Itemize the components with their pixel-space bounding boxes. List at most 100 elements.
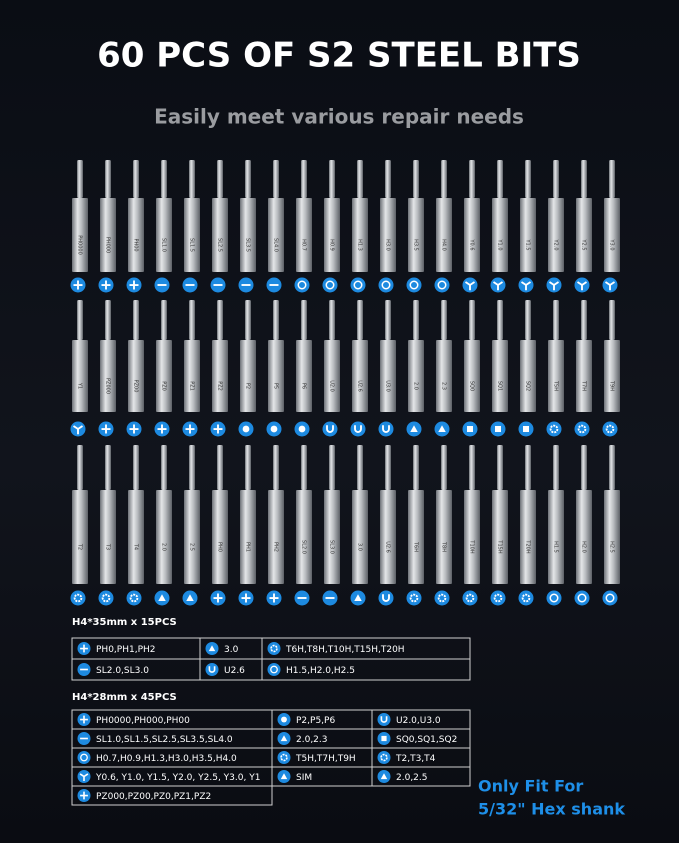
bit: 2.3: [436, 300, 452, 412]
icon-disc: [267, 642, 281, 655]
bit: Y1.5: [520, 160, 536, 272]
bit-tip: [581, 300, 587, 340]
bit-label: SQ2: [525, 381, 531, 391]
bit-label: SL3.0: [329, 540, 335, 554]
bit: T15H: [492, 445, 508, 584]
bit-label: H2.0: [581, 541, 587, 553]
icon-disc: [434, 277, 450, 293]
bit-shank: [352, 340, 368, 412]
table-cell: [71, 785, 273, 806]
icon-cross: [129, 280, 139, 290]
icon-disc: [434, 590, 450, 606]
icon-disc: [205, 663, 219, 676]
bit-shank: [520, 490, 536, 584]
bit: H3.5: [408, 160, 424, 272]
bit-shank: [184, 340, 200, 412]
icon-disc: [322, 421, 338, 437]
tip-icon: [434, 421, 450, 437]
bit-shank: [212, 198, 228, 272]
icon-cross: [157, 424, 167, 434]
tip-icon: [210, 421, 226, 437]
bit-shank: [548, 340, 564, 412]
bit: SL2.5: [212, 160, 228, 272]
icon-tri: [208, 645, 216, 652]
bit-label: Y2.5: [581, 238, 587, 250]
tip-icon: [126, 277, 142, 293]
bit: T2: [72, 445, 88, 584]
bit-label: U2.0: [329, 380, 335, 392]
bit-label: SL1.5: [189, 238, 195, 252]
icon-square: [495, 426, 501, 432]
icon-disc: [406, 277, 422, 293]
bit: U2.6: [380, 445, 396, 584]
icon-ring: [325, 280, 335, 290]
bit-tip: [469, 445, 475, 490]
bit: P5: [268, 300, 284, 412]
table-text: U2.6: [224, 666, 245, 676]
tip-icon: [77, 770, 91, 783]
tip-icon: [602, 590, 618, 606]
bit-tip: [441, 160, 447, 198]
bit-shank: [548, 490, 564, 584]
icon-tri: [438, 425, 446, 432]
icon-ring: [549, 593, 559, 603]
bit-shank: [268, 340, 284, 412]
bit-shank: [184, 490, 200, 584]
icon-disc: [377, 713, 391, 726]
bit: H3.0: [380, 160, 396, 272]
table-text: PH0,PH1,PH2: [96, 645, 155, 655]
bit-shank: [408, 490, 424, 584]
icon-u: [382, 425, 390, 433]
bit-tip: [441, 300, 447, 340]
tip-icon: [377, 732, 391, 745]
bit: P2: [240, 300, 256, 412]
bit: T6H: [408, 445, 424, 584]
bit: 2.5: [184, 445, 200, 584]
tip-icon: [434, 590, 450, 606]
icon-ring: [577, 593, 587, 603]
bit-tip: [273, 160, 279, 198]
bit-label: SL2.0: [301, 540, 307, 554]
bit-tip: [329, 160, 335, 198]
icon-cross: [213, 593, 223, 603]
bit-tip: [581, 160, 587, 198]
bit-shank: [184, 198, 200, 272]
tip-icon: [182, 277, 198, 293]
tip-icon: [126, 421, 142, 437]
bit: PH00: [128, 160, 144, 272]
icon-y: [548, 281, 560, 291]
bit-label: Y1: [77, 382, 83, 389]
tip-icon: [98, 590, 114, 606]
table-text: T5H,T7H,T9H: [295, 754, 356, 764]
bit-label: PZ2: [217, 381, 223, 391]
icon-disc: [267, 663, 281, 676]
bit-shank: [72, 198, 88, 272]
icon-ring: [381, 280, 391, 290]
icon-y: [79, 773, 89, 782]
tip-icon: [434, 277, 450, 293]
table-text: T2,T3,T4: [395, 754, 436, 764]
icon-cross: [101, 424, 111, 434]
bit-tip: [497, 300, 503, 340]
bit-label: T9H: [609, 380, 615, 391]
icon-torx: [437, 593, 447, 603]
bit-shank: [380, 198, 396, 272]
bit-tip: [105, 160, 111, 198]
tip-icon: [182, 590, 198, 606]
icon-u: [380, 716, 388, 723]
tip-icon: [266, 590, 282, 606]
tip-icon: [294, 590, 310, 606]
bit-label: P2: [245, 383, 251, 389]
tip-icon: [98, 421, 114, 437]
icon-disc: [518, 590, 534, 606]
bit-label: SL2.5: [217, 238, 223, 252]
bit-tip: [357, 445, 363, 490]
bit-shank: [296, 340, 312, 412]
table-text: SL2.0,SL3.0: [96, 666, 149, 676]
tip-icon: [546, 421, 562, 437]
icon-y: [520, 281, 532, 291]
tip-icon: [98, 277, 114, 293]
icon-disc: [574, 421, 590, 437]
icon-star: [242, 425, 250, 433]
tip-icon: [546, 590, 562, 606]
